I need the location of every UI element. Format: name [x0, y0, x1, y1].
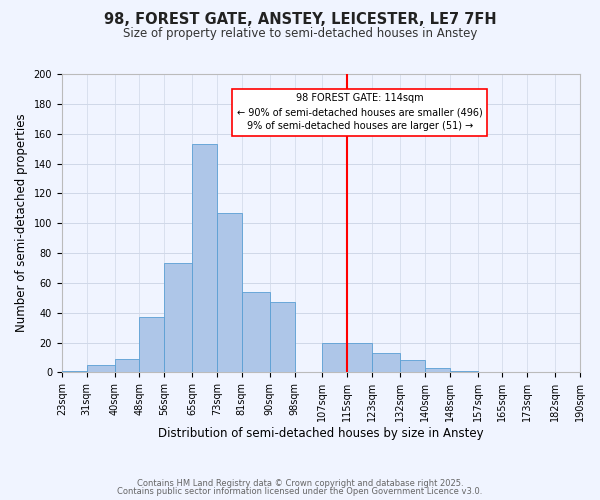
Text: 98, FOREST GATE, ANSTEY, LEICESTER, LE7 7FH: 98, FOREST GATE, ANSTEY, LEICESTER, LE7 …: [104, 12, 496, 28]
Bar: [347, 342, 372, 372]
Bar: [400, 360, 425, 372]
Bar: [86, 365, 115, 372]
Bar: [242, 292, 269, 372]
X-axis label: Distribution of semi-detached houses by size in Anstey: Distribution of semi-detached houses by …: [158, 427, 484, 440]
Text: 98 FOREST GATE: 114sqm
← 90% of semi-detached houses are smaller (496)
9% of sem: 98 FOREST GATE: 114sqm ← 90% of semi-det…: [237, 94, 482, 132]
Bar: [425, 368, 449, 372]
Bar: [62, 371, 86, 372]
Text: Size of property relative to semi-detached houses in Anstey: Size of property relative to semi-detach…: [123, 28, 477, 40]
Text: Contains public sector information licensed under the Open Government Licence v3: Contains public sector information licen…: [118, 487, 482, 496]
Bar: [139, 317, 164, 372]
Bar: [372, 353, 400, 372]
Bar: [217, 212, 242, 372]
Y-axis label: Number of semi-detached properties: Number of semi-detached properties: [15, 114, 28, 332]
Bar: [269, 302, 295, 372]
Bar: [192, 144, 217, 372]
Bar: [449, 371, 478, 372]
Bar: [164, 264, 192, 372]
Text: Contains HM Land Registry data © Crown copyright and database right 2025.: Contains HM Land Registry data © Crown c…: [137, 478, 463, 488]
Bar: [115, 359, 139, 372]
Bar: [322, 342, 347, 372]
